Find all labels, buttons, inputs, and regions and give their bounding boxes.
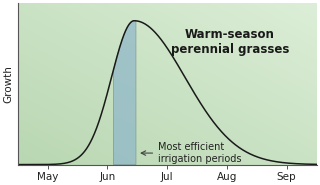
Y-axis label: Growth: Growth bbox=[4, 65, 13, 103]
Text: Warm-season
perennial grasses: Warm-season perennial grasses bbox=[171, 28, 289, 56]
Polygon shape bbox=[113, 21, 136, 165]
Text: Most efficient
irrigation periods: Most efficient irrigation periods bbox=[141, 142, 242, 164]
